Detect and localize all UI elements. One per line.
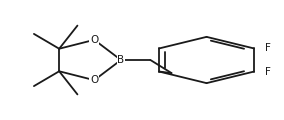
Text: O: O [90, 75, 98, 85]
Text: F: F [265, 67, 271, 77]
Text: F: F [265, 43, 271, 53]
Text: B: B [117, 55, 124, 65]
Text: O: O [90, 35, 98, 45]
